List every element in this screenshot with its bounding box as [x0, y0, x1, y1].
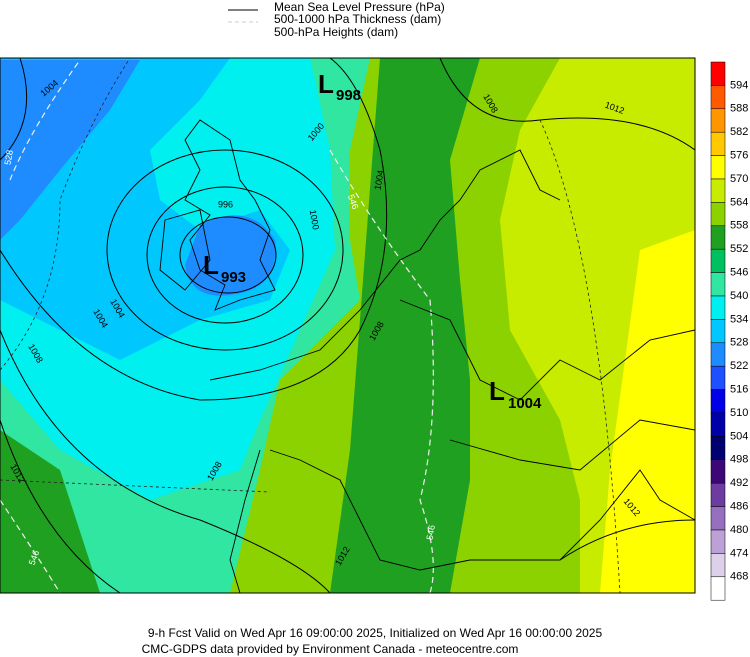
colorbar-label: 528: [730, 337, 748, 349]
low-value: 1004: [508, 395, 542, 412]
coastline: [209, 149, 561, 381]
colorbar-cell: [710, 248, 726, 273]
isobar: [0, 58, 388, 401]
isobar: [559, 519, 695, 561]
colorbar-label: 516: [730, 384, 748, 396]
coastline: [229, 449, 261, 593]
shade: [600, 230, 695, 593]
isobar: [0, 58, 28, 161]
isobar: [0, 329, 331, 593]
isobar: [106, 149, 344, 351]
low-value: 998: [336, 87, 361, 104]
thickness-line: [9, 59, 81, 181]
shade: [0, 60, 140, 240]
colorbar-cell: [710, 436, 726, 461]
colorbar-cell: [710, 319, 726, 344]
colorbar-cell: [710, 389, 726, 414]
colorbar-cell: [710, 272, 726, 297]
contour-label: 528: [2, 149, 14, 166]
colorbar-label: 582: [730, 126, 748, 138]
colorbar-cell: [710, 108, 726, 133]
height-line: [0, 58, 131, 371]
colorbar-label: 468: [730, 571, 748, 583]
footer-text: 9-h Fcst Valid on Wed Apr 16 09:00:00 20…: [148, 626, 603, 640]
map-frame: [0, 57, 696, 594]
coastline: [269, 449, 695, 571]
low-value: 993: [221, 269, 246, 286]
colorbar-label: 546: [730, 267, 748, 279]
colorbar-cell: [710, 482, 726, 507]
colorbar-cell: [710, 365, 726, 390]
border: [449, 419, 695, 471]
colorbar-label: 594: [730, 79, 748, 91]
low-letter: L: [489, 376, 505, 406]
colorbar-label: 588: [730, 103, 748, 115]
colorbar-label: 552: [730, 243, 748, 255]
contour-label: 1004: [372, 169, 385, 190]
low-letter: L: [318, 69, 334, 99]
colorbar-label: 480: [730, 524, 748, 536]
colorbar-label: 576: [730, 150, 748, 162]
border: [399, 299, 695, 401]
colorbar-cell: [710, 506, 726, 531]
legend-entry: 500-hPa Heights (dam): [274, 25, 398, 39]
colorbar-label: 558: [730, 220, 748, 232]
colorbar-label: 492: [730, 477, 748, 489]
thickness-line: [0, 499, 61, 593]
coastline: [159, 209, 211, 291]
colorbar-cell: [710, 576, 726, 601]
colorbar-cell: [710, 459, 726, 484]
contour-label: 996: [218, 199, 233, 209]
colorbar-label: 498: [730, 454, 748, 466]
colorbar-cell: [710, 412, 726, 437]
isobar: [146, 186, 304, 324]
coastline: [184, 119, 276, 311]
colorbar-cell: [710, 61, 726, 86]
colorbar-cell: [710, 295, 726, 320]
shade: [0, 430, 100, 593]
contour-label: 546: [424, 524, 436, 541]
colorbar-label: 486: [730, 501, 748, 513]
colorbar-cell: [710, 85, 726, 110]
thickness-line: [329, 149, 434, 593]
colorbar-cell: [710, 131, 726, 156]
contour-label: 1000: [308, 209, 321, 230]
low-letter: L: [203, 250, 219, 280]
colorbar-label: 510: [730, 407, 748, 419]
colorbar: 594 588 582 576 570 564 558 552 546 540 534 528 522 5…: [710, 61, 748, 601]
colorbar-cell: [710, 178, 726, 203]
isobar: [179, 216, 277, 294]
map: L 998 L 993 L 1004 1004 1000 1000 996 10…: [0, 57, 696, 594]
colorbar-label: 474: [730, 547, 748, 559]
colorbar-cell: [710, 553, 726, 578]
colorbar-label: 540: [730, 290, 748, 302]
colorbar-cell: [710, 225, 726, 250]
colorbar-label: 570: [730, 173, 748, 185]
colorbar-label: 534: [730, 313, 748, 325]
colorbar-cell: [710, 342, 726, 367]
shade: [330, 58, 480, 593]
legend-entry: 500-1000 hPa Thickness (dam): [274, 12, 441, 26]
isobar: [0, 419, 121, 593]
contour-label: 546: [27, 549, 42, 567]
colorbar-label: 504: [730, 430, 748, 442]
colorbar-cell: [710, 202, 726, 227]
shade: [185, 215, 276, 296]
colorbar-label: 522: [730, 360, 748, 372]
footer-text: CMC-GDPS data provided by Environment Ca…: [142, 642, 519, 656]
contour-label: 546: [346, 193, 361, 211]
colorbar-cell: [710, 155, 726, 180]
colorbar-cell: [710, 529, 726, 554]
legend-entry: Mean Sea Level Pressure (hPa): [274, 0, 445, 14]
colorbar-label: 564: [730, 196, 748, 208]
